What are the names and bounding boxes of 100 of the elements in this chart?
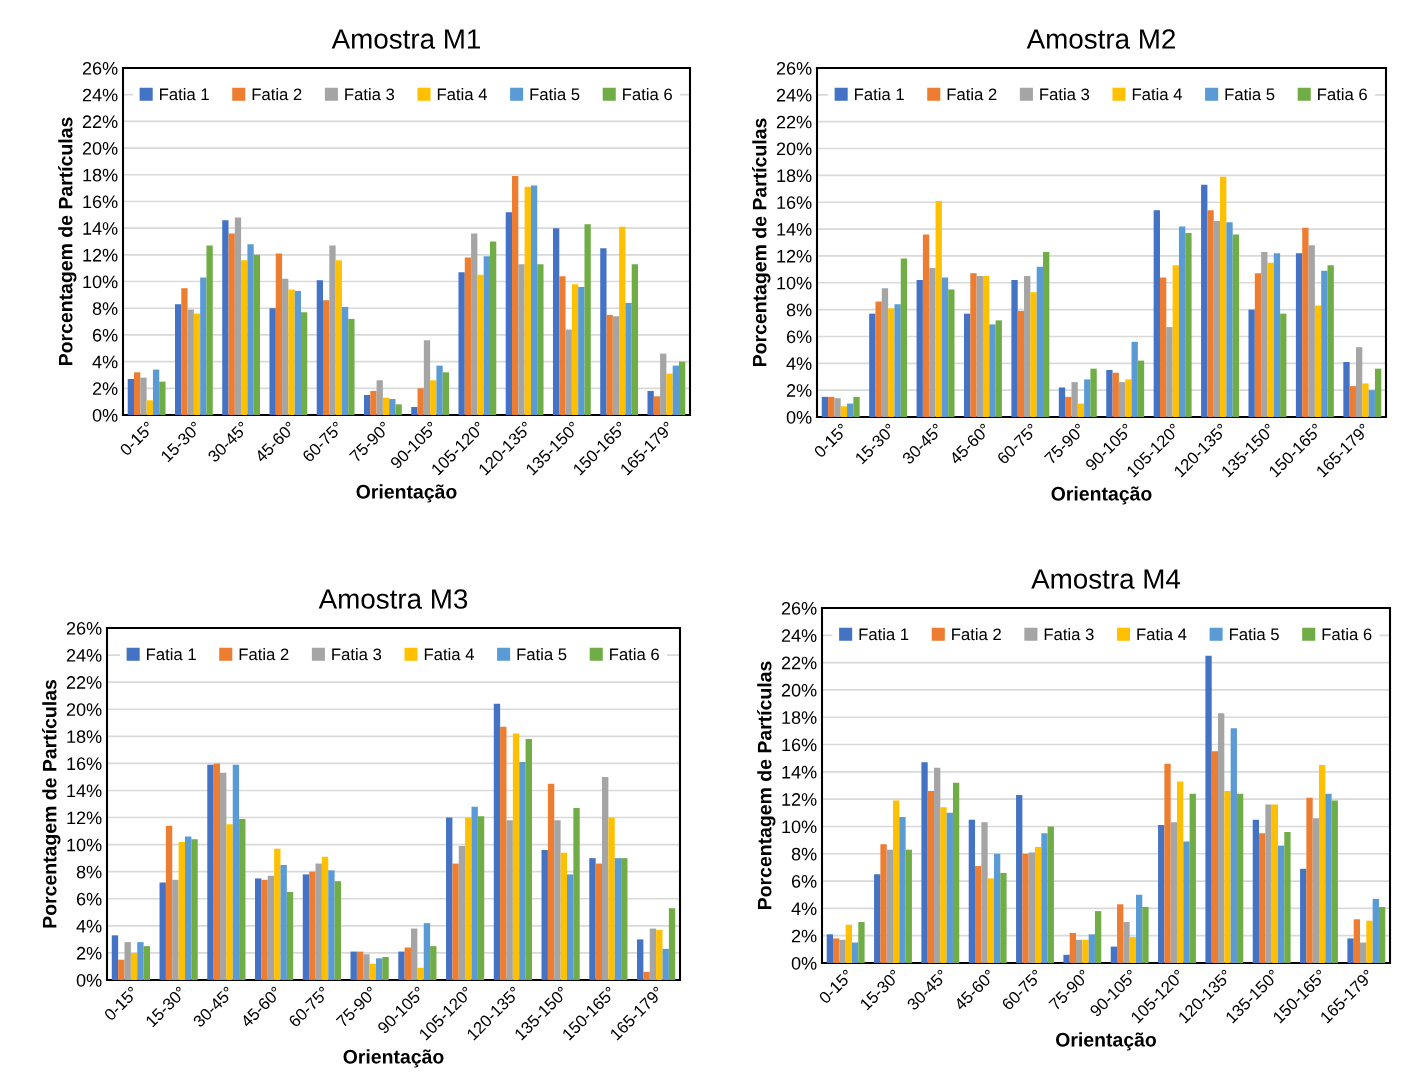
bar xyxy=(1178,226,1186,417)
y-axis-title: Porcentagem de Partículas xyxy=(752,118,771,367)
bar xyxy=(1088,934,1095,963)
legend-label: Fatia 1 xyxy=(859,628,909,641)
bar xyxy=(649,928,657,980)
bar xyxy=(348,318,355,415)
bar xyxy=(341,306,349,415)
y-tick-label: 20% xyxy=(82,142,118,155)
bar xyxy=(200,277,207,415)
bar xyxy=(323,300,330,415)
y-tick-label: 0% xyxy=(92,408,118,422)
bar xyxy=(1374,368,1382,417)
bar xyxy=(267,875,275,980)
bar xyxy=(423,340,431,415)
bar xyxy=(1201,184,1208,417)
bar xyxy=(1302,227,1309,417)
bar xyxy=(602,776,609,980)
bar xyxy=(1300,868,1307,963)
bar xyxy=(1349,386,1356,417)
bar xyxy=(989,324,996,417)
bar xyxy=(821,396,829,417)
bar xyxy=(963,313,971,417)
y-tick-label: 8% xyxy=(76,865,102,879)
bar xyxy=(524,186,531,415)
bar xyxy=(111,935,119,980)
bar xyxy=(1170,822,1177,963)
bar xyxy=(1325,793,1332,963)
bar xyxy=(1118,382,1126,417)
bar xyxy=(537,264,544,415)
bar xyxy=(1047,826,1054,963)
bar xyxy=(995,320,1002,417)
bar xyxy=(874,874,881,963)
bar xyxy=(329,245,336,415)
chart-title: Amostra M2 xyxy=(1026,29,1175,49)
bar xyxy=(1189,793,1196,963)
bar xyxy=(1259,833,1266,963)
bar xyxy=(130,952,138,980)
bar xyxy=(1378,907,1386,963)
bar xyxy=(1069,932,1077,963)
bar xyxy=(1084,379,1091,417)
bar xyxy=(226,824,233,980)
bar xyxy=(935,200,942,417)
bar xyxy=(465,817,472,980)
bar xyxy=(1041,833,1048,963)
bar xyxy=(656,929,663,980)
y-tick-label: 26% xyxy=(781,601,817,615)
bar xyxy=(905,849,912,963)
y-tick-label: 8% xyxy=(786,303,812,317)
bar xyxy=(207,764,214,980)
bar xyxy=(637,939,644,980)
bar xyxy=(1125,379,1132,417)
bar xyxy=(1110,946,1118,963)
bar xyxy=(1308,245,1315,417)
y-tick-label: 22% xyxy=(66,676,102,689)
y-tick-label: 14% xyxy=(782,765,817,779)
bar xyxy=(881,288,889,417)
bar xyxy=(1314,305,1322,417)
bar xyxy=(1353,919,1361,963)
bar xyxy=(578,286,585,415)
bar xyxy=(1366,920,1373,963)
y-axis-title: Porcentagem de Partículas xyxy=(42,679,61,928)
y-tick-label: 0% xyxy=(786,410,812,424)
y-tick-label: 6% xyxy=(791,875,817,888)
y-axis-title: Porcentagem de Partículas xyxy=(757,661,776,910)
bar xyxy=(678,361,686,415)
bar xyxy=(458,845,466,980)
bar xyxy=(143,946,150,980)
bar xyxy=(541,850,548,980)
bar xyxy=(1205,655,1212,963)
bar xyxy=(493,703,501,980)
bar xyxy=(477,816,485,980)
bar xyxy=(554,820,561,980)
bar xyxy=(834,398,841,417)
bar xyxy=(363,954,370,980)
bar xyxy=(193,313,201,415)
bar xyxy=(571,284,579,415)
bar xyxy=(1211,751,1219,963)
bar xyxy=(1343,361,1350,417)
bar xyxy=(851,942,859,963)
bar xyxy=(1131,341,1138,417)
bar xyxy=(828,396,835,417)
bar xyxy=(375,958,383,980)
bar xyxy=(316,280,324,415)
y-tick-label: 10% xyxy=(782,820,817,834)
bar xyxy=(280,864,287,980)
bar xyxy=(519,762,526,980)
bar xyxy=(471,233,478,415)
bar xyxy=(1360,942,1367,963)
bar xyxy=(1117,904,1124,963)
bar xyxy=(612,316,620,415)
y-tick-label: 24% xyxy=(776,88,812,102)
bar xyxy=(1153,210,1160,417)
legend-label: Fatia 6 xyxy=(610,648,659,661)
bar xyxy=(1106,370,1113,417)
y-tick-label: 0% xyxy=(791,956,817,970)
bar xyxy=(921,762,928,963)
bar xyxy=(363,394,371,415)
bar xyxy=(1017,310,1025,417)
bar xyxy=(213,763,221,980)
legend-label: Fatia 2 xyxy=(947,88,997,101)
